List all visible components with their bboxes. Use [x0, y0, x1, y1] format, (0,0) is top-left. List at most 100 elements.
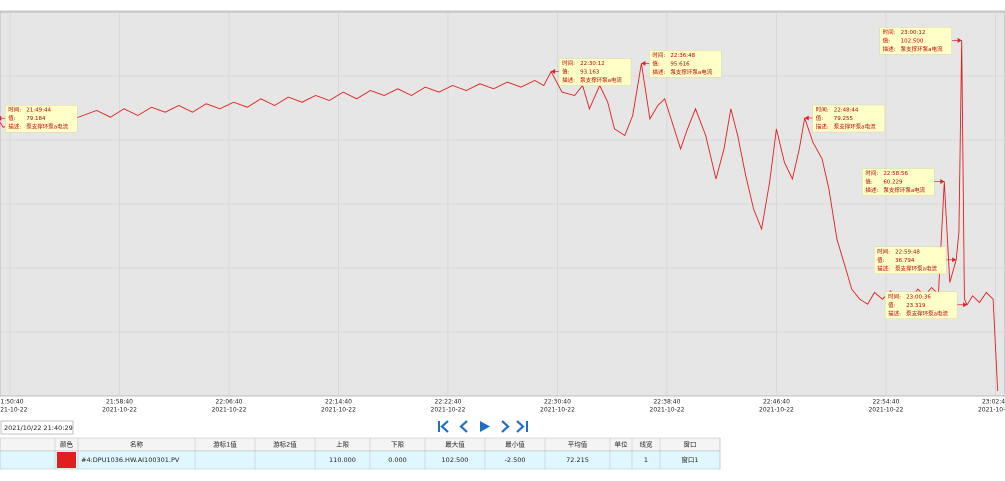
annotation-box [879, 27, 952, 55]
nav-first[interactable] [438, 420, 449, 433]
annotation-box [873, 246, 947, 275]
x-tick-label: 22:30:40 [544, 399, 571, 406]
annotation-value: 79.184 [26, 116, 46, 122]
nav-next[interactable] [501, 420, 510, 433]
annotation-key: 时间: [652, 51, 665, 59]
x-tick-date: 2021-10-22 [212, 407, 247, 414]
x-tick-label: 21:50:40 [0, 399, 24, 406]
annotation-marker [0, 115, 2, 121]
table-cell: 110.000 [329, 456, 356, 464]
annotation-value: 36.794 [895, 258, 915, 264]
x-tick-date: 2021-10-22 [759, 407, 794, 414]
top-strip [0, 0, 1005, 12]
annotation-key: 时间: [888, 292, 901, 300]
nav-play[interactable] [480, 421, 490, 432]
datetime-input[interactable] [0, 420, 74, 435]
table-cell: #4:DPU1036.HW.AI100301.PV [81, 456, 180, 464]
x-tick-label: 22:46:40 [763, 399, 790, 406]
x-tick-label: 22:14:40 [325, 399, 352, 406]
x-tick-label: 21:58:40 [106, 399, 133, 406]
header-cell: 下限 [391, 440, 405, 449]
annotation-value: 102.500 [901, 38, 924, 44]
x-tick-date: 2021-10-22 [540, 407, 575, 414]
annotation-key: 时间: [883, 28, 896, 36]
annotation-value: 22:48:44 [834, 108, 859, 114]
annotation-key: 时间: [816, 106, 829, 114]
annotation-key: 值: [883, 36, 891, 44]
annotation-value: 泵支撑环泵a电流 [901, 45, 943, 53]
annotation-key: 时间: [865, 169, 878, 177]
x-tick-date: 2021-10-22 [978, 407, 1005, 414]
annotation-marker [940, 179, 945, 185]
annotation-marker [957, 37, 962, 43]
annotation-box [558, 58, 632, 86]
annotation-key: 值: [888, 301, 896, 309]
annotation-key: 时间: [562, 59, 575, 67]
header-cell: 单位 [615, 440, 629, 449]
annotation-box [884, 291, 958, 320]
annotation-value: 泵支撑环泵a电流 [883, 186, 925, 194]
annotation-key: 值: [652, 59, 660, 67]
annotation-value: 22:36:48 [670, 53, 695, 59]
annotation-key: 描述: [883, 45, 896, 53]
header-cell: 上限 [336, 440, 350, 449]
annotation-value: 22:59:48 [895, 249, 920, 255]
annotation-key: 描述: [877, 264, 890, 272]
header-cell: 最大值 [445, 440, 465, 449]
annotation-box [862, 168, 935, 196]
annotation-marker [804, 115, 809, 121]
annotation-key: 时间: [877, 247, 890, 255]
x-tick-label: 23:02:40 [982, 399, 1005, 406]
annotation-marker [641, 60, 646, 66]
nav-last[interactable] [516, 420, 528, 433]
annotation-key: 描述: [8, 123, 21, 131]
annotation-key: 值: [562, 68, 570, 76]
table-cell: 102.500 [442, 456, 469, 464]
annotation-value: 21:49:44 [26, 108, 51, 114]
annotation-key: 描述: [652, 68, 665, 76]
annotation-key: 时间: [8, 106, 21, 114]
table-cell: 0.000 [388, 456, 407, 464]
annotation-value: 22:58:56 [883, 171, 908, 177]
nav-prev[interactable] [459, 420, 468, 433]
annotation-key: 描述: [888, 309, 901, 317]
header-cell: 窗口 [684, 440, 697, 449]
x-tick-date: 2021-10-22 [102, 407, 137, 414]
x-tick-label: 22:54:40 [872, 399, 899, 406]
annotation-key: 值: [8, 114, 16, 122]
x-tick-date: 2021-10-22 [321, 407, 356, 414]
annotation-box [812, 104, 885, 133]
header-cell: 游标2值 [273, 440, 297, 449]
annotation-key: 值: [865, 178, 873, 186]
annotation-key: 值: [816, 114, 824, 122]
header-cell: 最小值 [505, 440, 525, 449]
annotation-value: 22:30:12 [580, 61, 605, 67]
x-tick-date: 2021-10-22 [868, 407, 903, 414]
annotation-key: 描述: [562, 76, 575, 84]
table-cell: 1 [644, 456, 648, 464]
annotation-value: 泵支撑环泵a电流 [670, 68, 712, 76]
h-grid [0, 75, 1005, 333]
annotation-key: 描述: [816, 123, 829, 131]
annotation-value: 23:00:12 [901, 30, 926, 36]
annotation-marker [551, 69, 556, 75]
annotation-marker [952, 257, 957, 263]
header-cell: 平均值 [568, 440, 588, 449]
annotation-value: 79.255 [834, 116, 854, 122]
annotation-value: 23.319 [906, 303, 926, 309]
annotation-value: 泵支撑环泵a电流 [906, 309, 948, 317]
annotation-value: 泵支撑环泵a电流 [580, 76, 622, 84]
color-swatch[interactable] [57, 452, 76, 468]
header-cell: 线宽 [640, 440, 654, 449]
annotation-box [5, 104, 78, 133]
x-tick-date: 2021-10-22 [650, 407, 685, 414]
annotation-value: 95.616 [670, 61, 690, 67]
table-cell: 窗口1 [681, 455, 698, 464]
annotation-marker [963, 302, 968, 308]
annotation-value: 泵支撑环泵a电流 [26, 123, 68, 131]
annotation-key: 值: [877, 256, 885, 264]
annotation-value: 93.163 [580, 70, 600, 76]
annotation-value: 泵支撑环泵a电流 [895, 264, 937, 272]
annotation-value: 23:00:36 [906, 294, 931, 300]
